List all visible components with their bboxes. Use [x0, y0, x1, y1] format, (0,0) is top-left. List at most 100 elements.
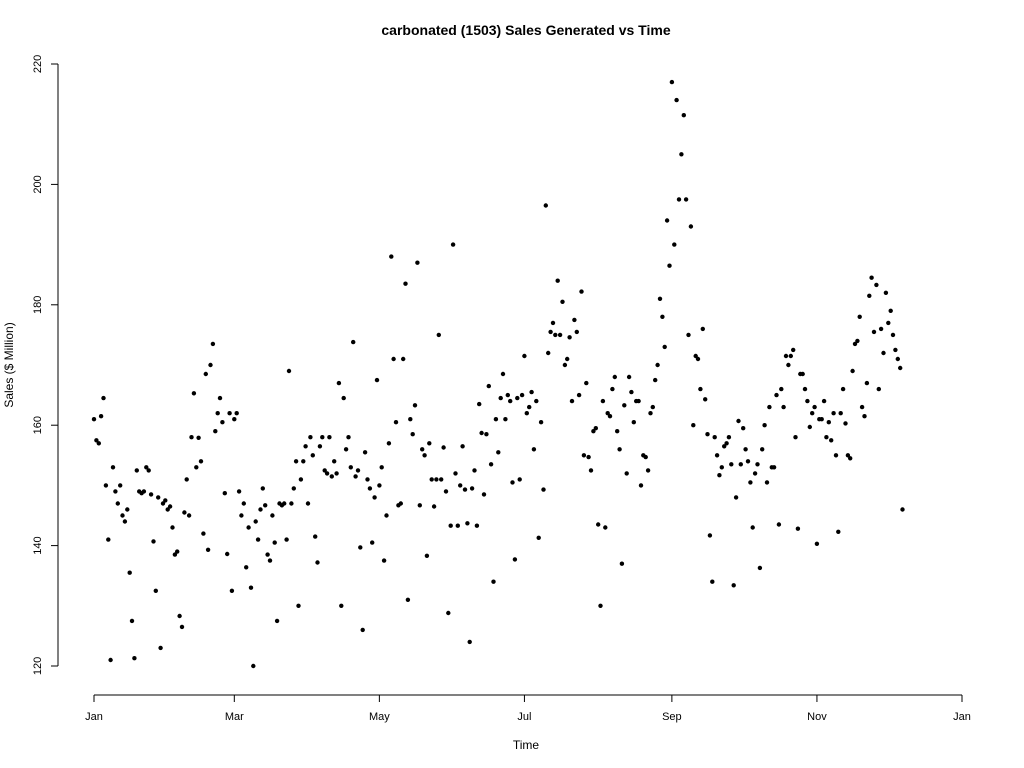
data-point	[593, 426, 598, 431]
data-point	[645, 468, 651, 473]
data-point	[213, 429, 218, 434]
data-point	[308, 435, 313, 440]
chart-title: carbonated (1503) Sales Generated vs Tim…	[381, 22, 670, 38]
data-point	[698, 386, 703, 392]
data-point	[120, 513, 125, 518]
data-point	[543, 203, 548, 208]
y-tick-label: 140	[32, 536, 44, 554]
data-point	[596, 522, 601, 527]
data-point	[567, 335, 572, 340]
data-point	[674, 97, 679, 103]
data-point	[450, 242, 456, 247]
y-tick-label: 120	[32, 657, 44, 675]
data-point	[98, 414, 104, 419]
data-point	[638, 483, 644, 488]
data-point	[362, 450, 368, 455]
data-point	[572, 317, 577, 323]
data-point	[379, 465, 384, 470]
data-point	[158, 645, 163, 651]
data-point	[676, 197, 682, 202]
data-point	[253, 519, 258, 524]
data-point	[529, 389, 534, 395]
data-point	[441, 445, 446, 450]
data-point	[550, 320, 556, 326]
data-point	[186, 513, 192, 518]
data-point	[201, 531, 206, 536]
data-point	[274, 618, 280, 624]
data-point	[624, 471, 629, 476]
data-point	[605, 411, 610, 416]
data-point	[205, 547, 211, 552]
data-point	[631, 420, 636, 425]
data-point	[465, 521, 470, 526]
data-point	[265, 552, 270, 557]
data-point	[505, 392, 510, 398]
data-point	[108, 657, 113, 663]
data-point	[733, 495, 739, 500]
data-point	[724, 441, 729, 446]
data-point	[160, 501, 166, 506]
data-point	[700, 326, 705, 332]
data-point	[760, 447, 765, 452]
data-point	[657, 296, 663, 301]
data-point	[781, 404, 786, 410]
data-point	[619, 561, 625, 566]
data-point	[836, 529, 841, 534]
data-point	[686, 332, 691, 338]
data-point	[681, 113, 686, 118]
data-point	[412, 403, 418, 408]
data-point	[669, 79, 675, 85]
data-point	[453, 471, 458, 476]
data-point	[129, 618, 135, 624]
data-point	[391, 356, 396, 362]
data-point	[334, 471, 339, 476]
data-point	[660, 314, 665, 319]
data-point	[455, 523, 460, 528]
data-point	[282, 501, 287, 506]
data-point	[579, 289, 584, 294]
data-point	[519, 392, 525, 398]
data-point	[189, 435, 194, 440]
data-point	[424, 553, 430, 558]
data-point	[843, 421, 848, 426]
data-point	[398, 501, 403, 506]
data-point	[248, 585, 254, 590]
data-point	[757, 565, 763, 571]
data-point	[626, 374, 632, 380]
data-point	[165, 507, 170, 512]
data-point	[244, 565, 249, 570]
data-point	[339, 603, 344, 608]
data-point	[346, 435, 351, 440]
data-point	[353, 474, 358, 479]
data-point	[548, 329, 553, 335]
data-point	[393, 420, 399, 425]
data-point	[522, 353, 527, 359]
data-point	[420, 447, 425, 452]
data-point	[144, 465, 149, 470]
data-point	[643, 454, 648, 460]
data-point	[819, 417, 824, 422]
data-point	[313, 534, 318, 539]
data-point	[712, 435, 717, 440]
data-point	[372, 495, 377, 500]
data-point	[508, 398, 513, 404]
data-point	[588, 468, 594, 473]
data-point	[431, 504, 437, 509]
data-point	[536, 535, 541, 540]
data-point	[422, 453, 427, 458]
data-point	[320, 435, 325, 440]
data-point	[215, 411, 220, 416]
data-point	[672, 242, 677, 247]
data-point	[196, 435, 201, 440]
data-point	[845, 453, 851, 458]
data-point	[840, 386, 846, 392]
data-point	[222, 491, 227, 496]
data-point	[94, 438, 99, 443]
data-point	[824, 435, 829, 440]
data-point	[538, 420, 544, 425]
data-point	[855, 338, 860, 344]
data-point	[812, 404, 817, 410]
data-point	[305, 501, 311, 506]
data-point	[831, 411, 836, 416]
data-point	[881, 350, 886, 356]
